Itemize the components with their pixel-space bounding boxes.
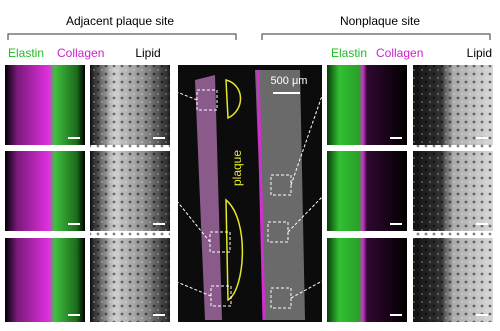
panel-title: Adjacent plaque site <box>66 14 174 28</box>
image-tile <box>5 65 85 145</box>
panel-title: Nonplaque site <box>340 14 420 28</box>
arrow <box>290 89 325 186</box>
scale-bars <box>68 137 488 316</box>
arrow <box>171 89 198 101</box>
lipid-label: Lipid <box>467 46 492 60</box>
collagen-label: Collagen <box>376 46 423 60</box>
arrows <box>171 89 325 299</box>
image-tile <box>5 238 85 322</box>
arrow <box>287 194 325 233</box>
plaque-outline <box>225 79 242 120</box>
bracket <box>261 33 491 40</box>
arrow <box>171 279 212 297</box>
right-tiles <box>327 65 493 322</box>
arrow <box>290 279 325 299</box>
image-tile <box>327 151 407 231</box>
bracket <box>7 33 237 40</box>
arrow <box>171 194 211 243</box>
tissue <box>195 75 222 320</box>
elastin-label: Elastin <box>331 46 367 60</box>
image-tile <box>5 151 85 231</box>
plaque-outline <box>225 198 244 302</box>
center-image <box>178 65 322 322</box>
left-tiles <box>5 65 170 322</box>
tissue-edge <box>256 69 266 321</box>
texture <box>90 65 170 322</box>
elastin-label: Elastin <box>8 46 44 60</box>
lipid-label: Lipid <box>135 46 160 60</box>
plaque-label: plaque <box>230 150 244 186</box>
collagen-label: Collagen <box>57 46 104 60</box>
image-tile <box>327 65 407 145</box>
scale-label: 500 μm <box>271 75 308 87</box>
image-tile <box>327 238 407 322</box>
texture <box>413 65 493 322</box>
